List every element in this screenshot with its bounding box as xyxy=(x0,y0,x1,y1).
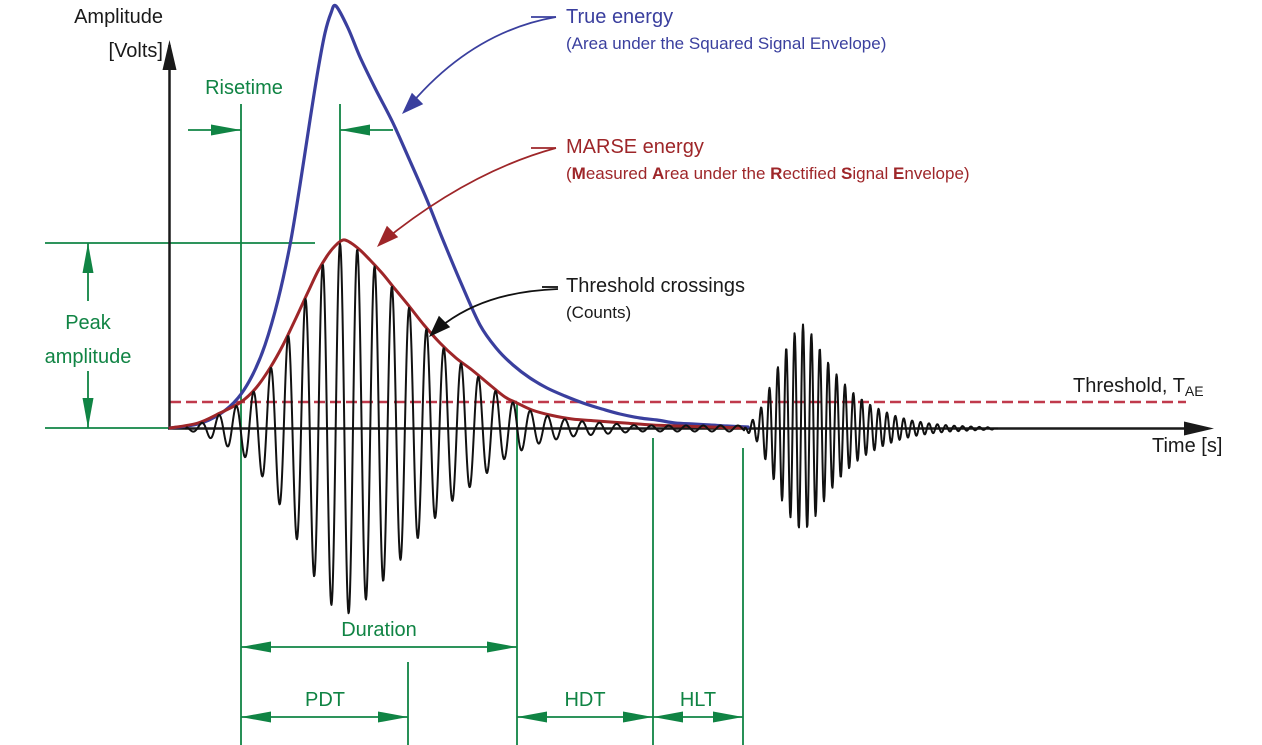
dimension-arrowhead xyxy=(82,398,94,428)
pdt-label: PDT xyxy=(305,689,345,711)
leader-arrowhead xyxy=(429,315,451,337)
ae-waveform xyxy=(184,242,999,615)
measurement-annotations xyxy=(45,104,744,745)
leader-curve xyxy=(432,288,559,334)
dimension-arrowhead xyxy=(378,711,408,723)
true-energy-title: True energy xyxy=(566,6,674,28)
dimension-arrowhead xyxy=(653,711,683,723)
true-energy-legend: True energy (Area under the Squared Sign… xyxy=(566,5,886,54)
threshold-label-main: Threshold, T xyxy=(1073,375,1185,397)
duration-label: Duration xyxy=(341,619,417,641)
signal-wave xyxy=(184,242,999,615)
dimension-arrowhead xyxy=(241,641,271,653)
true-energy-curve xyxy=(168,3,750,430)
y-axis-label-unit: [Volts] xyxy=(108,40,163,62)
dimension-arrowhead xyxy=(487,641,517,653)
y-axis-arrowhead xyxy=(162,40,177,70)
leader-curve xyxy=(405,16,557,111)
x-axis-label: Time [s] xyxy=(1152,435,1223,457)
peak-amplitude-label: Peak amplitude xyxy=(45,306,132,374)
threshold-crossings-subtitle: (Counts) xyxy=(566,303,632,322)
y-axis-label: Amplitude [Volts] xyxy=(0,0,163,68)
hdt-label: HDT xyxy=(564,689,606,711)
threshold-label-subscript: AE xyxy=(1184,383,1204,399)
x-axis-arrowhead xyxy=(1184,421,1214,436)
dimension-arrowhead xyxy=(713,711,743,723)
peak-amplitude-label-line1: Peak xyxy=(65,312,111,334)
threshold-crossings-title: Threshold crossings xyxy=(566,275,745,297)
leader-arrowhead xyxy=(402,92,424,114)
leader-arrowhead xyxy=(377,225,399,247)
leader-curve xyxy=(380,147,557,244)
true-energy-subtitle: (Area under the Squared Signal Envelope) xyxy=(566,34,887,53)
marse-energy-title: MARSE energy xyxy=(566,136,704,158)
risetime-label: Risetime xyxy=(205,77,283,99)
marse-energy-curve xyxy=(168,238,744,430)
threshold-label: Threshold, TAE xyxy=(1073,375,1204,399)
dimension-arrowhead xyxy=(517,711,547,723)
dimension-arrowhead xyxy=(340,124,370,136)
threshold-crossings-legend: Threshold crossings (Counts) xyxy=(566,274,745,323)
label-leader-arrows xyxy=(377,16,559,337)
dimension-arrowhead xyxy=(82,243,94,273)
hlt-label: HLT xyxy=(679,689,717,711)
marse-energy-legend: MARSE energy (Measured Area under the Re… xyxy=(566,135,970,184)
dimension-arrowhead xyxy=(623,711,653,723)
dimension-arrowhead xyxy=(211,124,241,136)
marse-energy-subtitle: (Measured Area under the Rectified Signa… xyxy=(566,164,970,183)
dimension-arrowhead xyxy=(241,711,271,723)
y-axis-label-quantity: Amplitude xyxy=(74,6,163,28)
peak-amplitude-label-line2: amplitude xyxy=(44,346,132,368)
energy-envelopes xyxy=(168,3,750,430)
